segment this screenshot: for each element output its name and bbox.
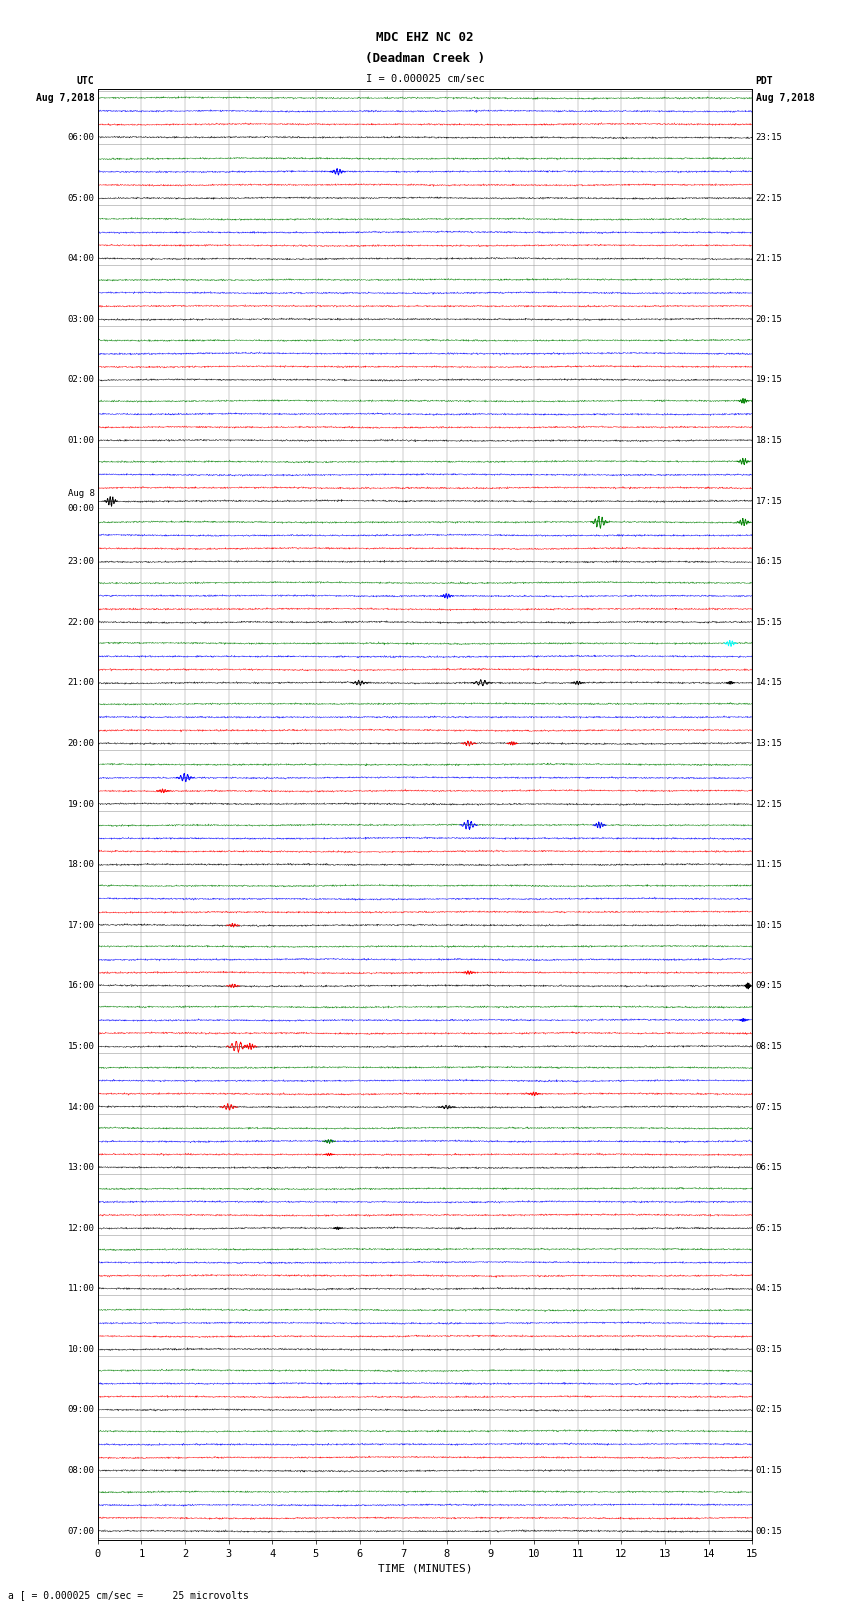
Text: 20:00: 20:00 — [68, 739, 94, 748]
Text: 21:00: 21:00 — [68, 679, 94, 687]
Text: Aug 7,2018: Aug 7,2018 — [756, 94, 814, 103]
Text: 11:15: 11:15 — [756, 860, 782, 869]
Text: 13:00: 13:00 — [68, 1163, 94, 1173]
Text: 16:00: 16:00 — [68, 981, 94, 990]
Text: 17:00: 17:00 — [68, 921, 94, 929]
Text: 23:15: 23:15 — [756, 132, 782, 142]
Text: 12:00: 12:00 — [68, 1224, 94, 1232]
Text: 02:00: 02:00 — [68, 376, 94, 384]
Text: I = 0.000025 cm/sec: I = 0.000025 cm/sec — [366, 74, 484, 84]
Text: 06:15: 06:15 — [756, 1163, 782, 1173]
Text: 17:15: 17:15 — [756, 497, 782, 505]
Text: 10:15: 10:15 — [756, 921, 782, 929]
Text: Aug 8: Aug 8 — [68, 489, 94, 498]
Text: 18:00: 18:00 — [68, 860, 94, 869]
Text: UTC: UTC — [76, 76, 94, 85]
Text: 09:15: 09:15 — [756, 981, 782, 990]
Text: 08:15: 08:15 — [756, 1042, 782, 1052]
Text: PDT: PDT — [756, 76, 774, 85]
Text: 01:00: 01:00 — [68, 436, 94, 445]
Text: 03:00: 03:00 — [68, 315, 94, 324]
Text: 10:00: 10:00 — [68, 1345, 94, 1353]
Text: 19:15: 19:15 — [756, 376, 782, 384]
Text: 15:15: 15:15 — [756, 618, 782, 627]
Text: 22:00: 22:00 — [68, 618, 94, 627]
Text: 22:15: 22:15 — [756, 194, 782, 203]
Text: 07:00: 07:00 — [68, 1526, 94, 1536]
Text: 04:00: 04:00 — [68, 255, 94, 263]
Text: 00:15: 00:15 — [756, 1526, 782, 1536]
Text: 15:00: 15:00 — [68, 1042, 94, 1052]
Text: 16:15: 16:15 — [756, 556, 782, 566]
Text: 08:00: 08:00 — [68, 1466, 94, 1476]
Text: 12:15: 12:15 — [756, 800, 782, 808]
Text: 00:00: 00:00 — [68, 503, 94, 513]
Text: 05:15: 05:15 — [756, 1224, 782, 1232]
Text: 20:15: 20:15 — [756, 315, 782, 324]
Text: Aug 7,2018: Aug 7,2018 — [36, 94, 94, 103]
Text: 09:00: 09:00 — [68, 1405, 94, 1415]
Text: 23:00: 23:00 — [68, 556, 94, 566]
Text: 11:00: 11:00 — [68, 1284, 94, 1294]
Text: 19:00: 19:00 — [68, 800, 94, 808]
Text: a [ = 0.000025 cm/sec =     25 microvolts: a [ = 0.000025 cm/sec = 25 microvolts — [8, 1590, 249, 1600]
Text: 14:00: 14:00 — [68, 1103, 94, 1111]
X-axis label: TIME (MINUTES): TIME (MINUTES) — [377, 1563, 473, 1574]
Text: 18:15: 18:15 — [756, 436, 782, 445]
Text: MDC EHZ NC 02: MDC EHZ NC 02 — [377, 31, 473, 44]
Text: 21:15: 21:15 — [756, 255, 782, 263]
Text: 14:15: 14:15 — [756, 679, 782, 687]
Text: 05:00: 05:00 — [68, 194, 94, 203]
Text: 07:15: 07:15 — [756, 1103, 782, 1111]
Text: 04:15: 04:15 — [756, 1284, 782, 1294]
Text: 02:15: 02:15 — [756, 1405, 782, 1415]
Text: 01:15: 01:15 — [756, 1466, 782, 1476]
Text: 13:15: 13:15 — [756, 739, 782, 748]
Text: 03:15: 03:15 — [756, 1345, 782, 1353]
Text: (Deadman Creek ): (Deadman Creek ) — [365, 52, 485, 65]
Text: 06:00: 06:00 — [68, 132, 94, 142]
